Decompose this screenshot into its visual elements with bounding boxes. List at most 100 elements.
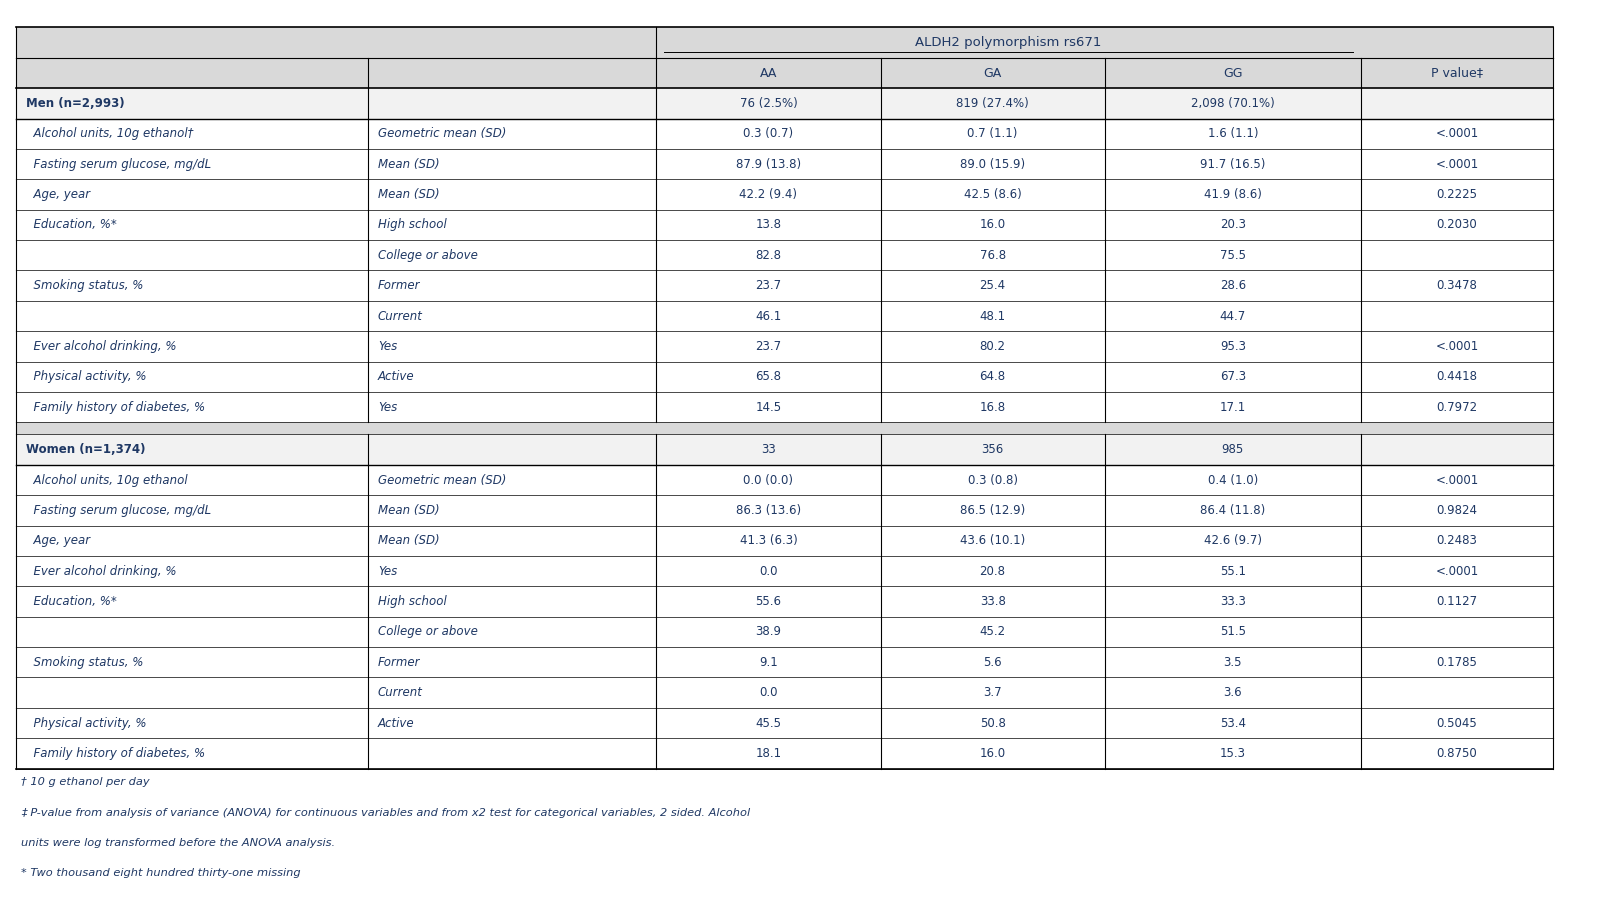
Text: AA: AA	[760, 67, 776, 80]
Text: † 10 g ethanol per day: † 10 g ethanol per day	[21, 778, 149, 787]
Text: 33: 33	[760, 443, 776, 457]
Text: Current: Current	[378, 686, 423, 699]
Text: ALDH2 polymorphism rs671: ALDH2 polymorphism rs671	[916, 36, 1101, 49]
Text: 0.3 (0.7): 0.3 (0.7)	[743, 127, 794, 140]
Text: 76.8: 76.8	[980, 249, 1005, 262]
Text: 20.3: 20.3	[1220, 219, 1246, 231]
Text: Active: Active	[378, 371, 415, 383]
Text: 86.4 (11.8): 86.4 (11.8)	[1201, 504, 1265, 517]
Text: 0.7972: 0.7972	[1436, 401, 1478, 414]
Text: 3.6: 3.6	[1223, 686, 1242, 699]
Text: 65.8: 65.8	[756, 371, 781, 383]
Text: 3.7: 3.7	[983, 686, 1002, 699]
Text: 48.1: 48.1	[980, 309, 1005, 322]
Text: College or above: College or above	[378, 626, 477, 639]
Text: Current: Current	[378, 309, 423, 322]
Text: Ever alcohol drinking, %: Ever alcohol drinking, %	[26, 565, 176, 577]
Text: <.0001: <.0001	[1434, 157, 1479, 170]
Text: 0.5045: 0.5045	[1436, 716, 1478, 729]
Bar	[16, 301, 1553, 331]
Bar	[16, 495, 1553, 525]
Text: 50.8: 50.8	[980, 716, 1005, 729]
Bar	[16, 435, 1553, 465]
Text: 53.4: 53.4	[1220, 716, 1246, 729]
Bar	[16, 58, 1553, 88]
Text: 86.3 (13.6): 86.3 (13.6)	[736, 504, 800, 517]
Text: 33.8: 33.8	[980, 595, 1005, 608]
Bar	[16, 361, 1553, 392]
Text: 33.3: 33.3	[1220, 595, 1246, 608]
Bar	[16, 240, 1553, 271]
Text: 0.1127: 0.1127	[1436, 595, 1478, 608]
Text: Mean (SD): Mean (SD)	[378, 157, 439, 170]
Text: 55.6: 55.6	[756, 595, 781, 608]
Text: 95.3: 95.3	[1220, 339, 1246, 353]
Bar	[16, 179, 1553, 210]
Text: 0.1785: 0.1785	[1436, 656, 1478, 669]
Text: 16.8: 16.8	[980, 401, 1005, 414]
Text: Physical activity, %: Physical activity, %	[26, 716, 146, 729]
Text: Physical activity, %: Physical activity, %	[26, 371, 146, 383]
Text: 819 (27.4%): 819 (27.4%)	[956, 97, 1029, 110]
Text: 86.5 (12.9): 86.5 (12.9)	[961, 504, 1025, 517]
Bar	[16, 331, 1553, 361]
Text: ‡ P-value from analysis of variance (ANOVA) for continuous variables and from x2: ‡ P-value from analysis of variance (ANO…	[21, 808, 749, 817]
Text: Active: Active	[378, 716, 415, 729]
Text: <.0001: <.0001	[1434, 474, 1479, 487]
Text: Yes: Yes	[378, 565, 397, 577]
Text: Women (n=1,374): Women (n=1,374)	[26, 443, 146, 457]
Text: GG: GG	[1223, 67, 1242, 80]
Text: 3.5: 3.5	[1223, 656, 1242, 669]
Text: 45.2: 45.2	[980, 626, 1005, 639]
Text: Former: Former	[378, 279, 421, 292]
Text: 76 (2.5%): 76 (2.5%)	[740, 97, 797, 110]
Text: 20.8: 20.8	[980, 565, 1005, 577]
Bar	[16, 423, 1553, 435]
Text: Family history of diabetes, %: Family history of diabetes, %	[26, 747, 205, 760]
Bar	[16, 617, 1553, 647]
Text: Men (n=2,993): Men (n=2,993)	[26, 97, 125, 110]
Text: 82.8: 82.8	[756, 249, 781, 262]
Text: 41.3 (6.3): 41.3 (6.3)	[740, 534, 797, 547]
Bar	[16, 556, 1553, 587]
Text: 42.5 (8.6): 42.5 (8.6)	[964, 188, 1021, 201]
Text: Mean (SD): Mean (SD)	[378, 188, 439, 201]
Text: 51.5: 51.5	[1220, 626, 1246, 639]
Text: Education, %*: Education, %*	[26, 219, 117, 231]
Bar	[16, 738, 1553, 769]
Text: High school: High school	[378, 219, 447, 231]
Text: 356: 356	[981, 443, 1004, 457]
Text: Geometric mean (SD): Geometric mean (SD)	[378, 474, 506, 487]
Text: 15.3: 15.3	[1220, 747, 1246, 760]
Text: GA: GA	[983, 67, 1002, 80]
Text: High school: High school	[378, 595, 447, 608]
Text: * Two thousand eight hundred thirty-one missing: * Two thousand eight hundred thirty-one …	[21, 868, 301, 877]
Text: Mean (SD): Mean (SD)	[378, 534, 439, 547]
Text: 28.6: 28.6	[1220, 279, 1246, 292]
Text: 43.6 (10.1): 43.6 (10.1)	[961, 534, 1025, 547]
Bar	[16, 392, 1553, 423]
Text: Family history of diabetes, %: Family history of diabetes, %	[26, 401, 205, 414]
Text: 75.5: 75.5	[1220, 249, 1246, 262]
Text: Alcohol units, 10g ethanol†: Alcohol units, 10g ethanol†	[26, 127, 194, 140]
Text: Yes: Yes	[378, 401, 397, 414]
Text: 45.5: 45.5	[756, 716, 781, 729]
Text: 16.0: 16.0	[980, 219, 1005, 231]
Text: Geometric mean (SD): Geometric mean (SD)	[378, 127, 506, 140]
Text: 25.4: 25.4	[980, 279, 1005, 292]
Text: <.0001: <.0001	[1434, 339, 1479, 353]
Text: P value‡: P value‡	[1431, 67, 1483, 80]
Bar	[16, 647, 1553, 677]
Text: 2,098 (70.1%): 2,098 (70.1%)	[1191, 97, 1274, 110]
Text: 5.6: 5.6	[983, 656, 1002, 669]
Text: 0.2483: 0.2483	[1436, 534, 1478, 547]
Text: 80.2: 80.2	[980, 339, 1005, 353]
Text: 18.1: 18.1	[756, 747, 781, 760]
Text: 0.7 (1.1): 0.7 (1.1)	[967, 127, 1018, 140]
Text: 17.1: 17.1	[1220, 401, 1246, 414]
Text: 0.3 (0.8): 0.3 (0.8)	[967, 474, 1018, 487]
Text: 67.3: 67.3	[1220, 371, 1246, 383]
Text: 0.0: 0.0	[759, 565, 778, 577]
Text: 44.7: 44.7	[1220, 309, 1246, 322]
Text: 0.0 (0.0): 0.0 (0.0)	[743, 474, 794, 487]
